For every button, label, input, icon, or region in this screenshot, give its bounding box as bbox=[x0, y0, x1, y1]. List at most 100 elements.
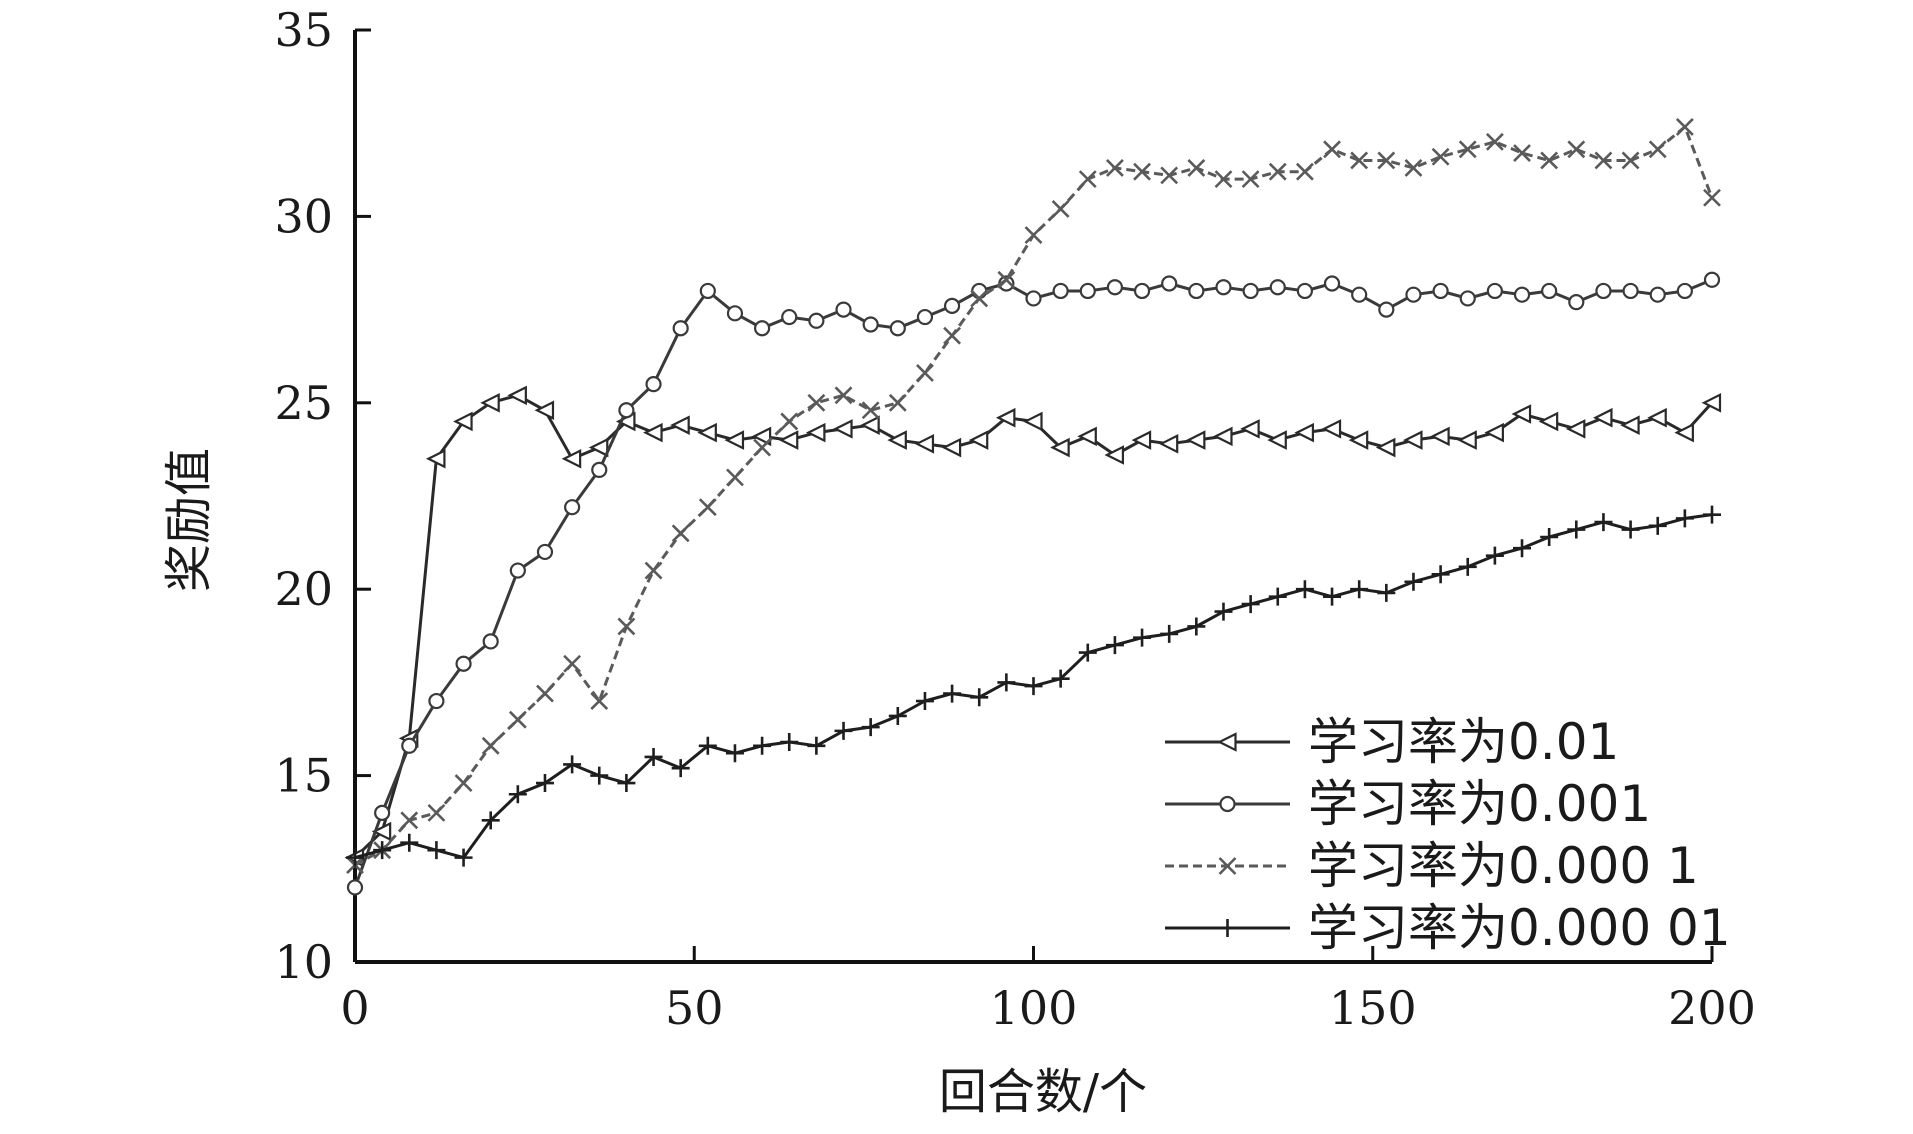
data-point bbox=[1348, 430, 1369, 450]
data-point bbox=[780, 733, 799, 752]
legend-item: 学习率为0.01 bbox=[1165, 713, 1619, 771]
data-point bbox=[1377, 151, 1396, 170]
data-point bbox=[536, 543, 554, 561]
data-point bbox=[671, 759, 690, 778]
data-point bbox=[1268, 162, 1287, 181]
data-point bbox=[509, 562, 526, 579]
data-point bbox=[943, 684, 962, 703]
data-point bbox=[1025, 290, 1042, 307]
data-point bbox=[943, 297, 961, 314]
data-point bbox=[1131, 430, 1152, 450]
data-point bbox=[508, 710, 527, 729]
data-point bbox=[1430, 426, 1450, 447]
data-point bbox=[374, 804, 391, 821]
data-point bbox=[1077, 426, 1097, 447]
data-point bbox=[995, 407, 1016, 428]
series-3 bbox=[346, 118, 1721, 874]
data-point bbox=[1051, 200, 1070, 218]
data-point bbox=[1674, 422, 1694, 443]
data-point bbox=[1269, 279, 1286, 296]
data-point bbox=[1024, 677, 1043, 696]
data-point bbox=[1024, 226, 1043, 244]
data-point bbox=[371, 821, 392, 842]
data-point bbox=[888, 393, 907, 412]
data-point bbox=[453, 411, 473, 432]
data-point bbox=[1078, 643, 1097, 662]
data-point bbox=[726, 468, 744, 487]
data-point bbox=[1701, 393, 1722, 413]
data-point bbox=[1485, 132, 1504, 151]
data-point bbox=[563, 755, 582, 774]
data-point bbox=[1187, 159, 1206, 177]
data-point bbox=[1513, 286, 1531, 303]
data-point bbox=[1323, 140, 1341, 159]
y-axis-title: 奖励值 bbox=[161, 448, 217, 592]
data-point bbox=[1104, 445, 1125, 465]
data-point bbox=[1052, 282, 1069, 300]
y-tick-label: 35 bbox=[274, 3, 333, 57]
data-point bbox=[1050, 437, 1070, 458]
data-point bbox=[698, 736, 717, 755]
data-point bbox=[914, 434, 935, 454]
legend-label: 学习率为0.001 bbox=[1308, 775, 1651, 833]
y-tick-label: 20 bbox=[274, 562, 333, 616]
data-point bbox=[1106, 159, 1124, 177]
data-point bbox=[1296, 282, 1314, 300]
series-1 bbox=[344, 385, 1722, 868]
data-point bbox=[1351, 286, 1368, 303]
data-point bbox=[1485, 546, 1504, 565]
data-point bbox=[888, 706, 907, 725]
data-point bbox=[644, 747, 663, 766]
data-point bbox=[618, 402, 635, 419]
data-point bbox=[1188, 282, 1205, 300]
data-point bbox=[481, 736, 500, 755]
series-4 bbox=[346, 505, 1721, 867]
data-point bbox=[1350, 151, 1369, 170]
data-point bbox=[645, 376, 662, 393]
data-point bbox=[617, 617, 636, 636]
data-point bbox=[1567, 140, 1586, 159]
data-point bbox=[671, 524, 690, 543]
data-point bbox=[1458, 140, 1477, 159]
data-point bbox=[1105, 636, 1124, 655]
data-point bbox=[400, 833, 419, 852]
data-point bbox=[1594, 151, 1613, 170]
data-point bbox=[697, 422, 717, 443]
data-point bbox=[1214, 170, 1233, 189]
data-point bbox=[862, 316, 879, 333]
data-point bbox=[1133, 628, 1152, 647]
legend-item: 学习率为0.000 01 bbox=[1165, 899, 1731, 957]
data-point bbox=[644, 561, 663, 580]
data-point bbox=[1594, 513, 1613, 532]
data-point bbox=[751, 426, 772, 447]
data-point bbox=[508, 785, 527, 804]
data-point bbox=[1213, 426, 1233, 447]
data-point bbox=[1295, 162, 1314, 181]
data-point bbox=[1321, 419, 1342, 439]
data-point bbox=[699, 282, 716, 300]
data-point bbox=[1568, 294, 1585, 311]
data-point bbox=[1242, 282, 1259, 300]
data-point bbox=[1161, 275, 1178, 292]
data-point bbox=[1218, 857, 1237, 875]
x-tick-label: 150 bbox=[1329, 981, 1417, 1035]
data-point bbox=[1106, 279, 1124, 296]
data-point bbox=[1267, 430, 1287, 450]
data-point bbox=[1160, 624, 1179, 643]
data-point bbox=[1567, 520, 1586, 539]
data-point bbox=[482, 633, 499, 650]
data-point bbox=[563, 654, 582, 673]
data-point bbox=[480, 393, 500, 413]
data-point bbox=[1403, 430, 1423, 450]
data-point bbox=[1432, 282, 1449, 300]
data-point bbox=[1540, 528, 1559, 547]
data-point bbox=[1219, 795, 1236, 813]
data-point bbox=[1241, 170, 1260, 189]
data-point bbox=[590, 692, 609, 710]
y-tick-label: 15 bbox=[274, 749, 333, 803]
data-point bbox=[1294, 422, 1314, 443]
data-point bbox=[346, 879, 364, 896]
data-point bbox=[1240, 419, 1260, 439]
data-point bbox=[1649, 286, 1666, 303]
